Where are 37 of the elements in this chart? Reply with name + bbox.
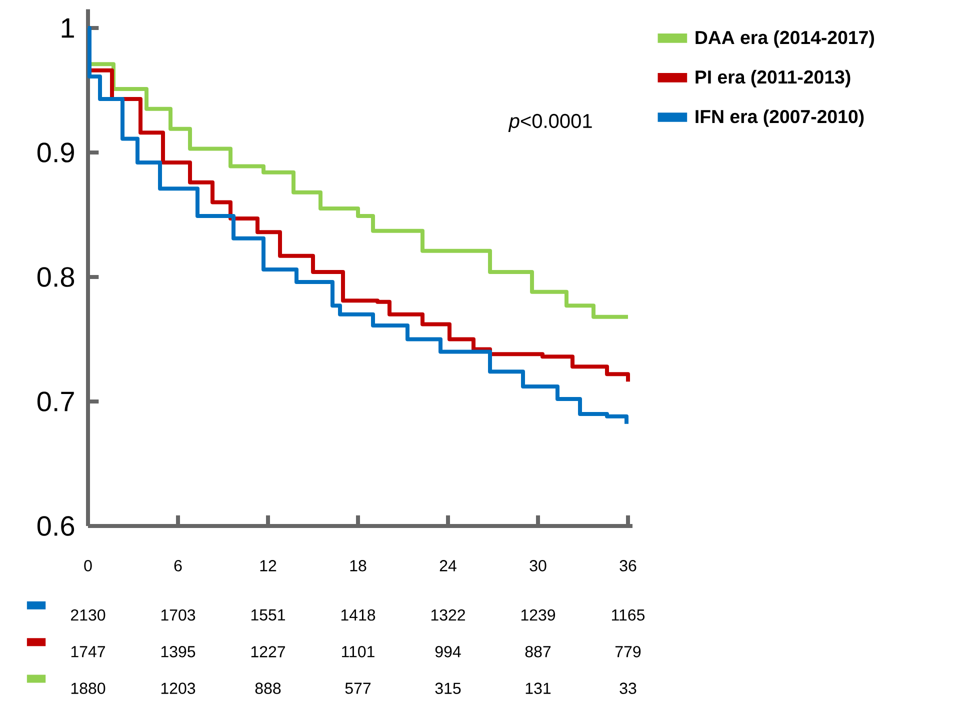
annotation: p<0.0001 (508, 114, 592, 132)
text: 994 (435, 646, 461, 658)
text: 1418 (341, 609, 376, 621)
text: 1395 (161, 646, 196, 658)
x-tick-label: 30 (530, 560, 546, 572)
text: 1203 (161, 682, 196, 694)
x-tick-label: 36 (620, 560, 636, 572)
y-tick-label: 1 (62, 18, 74, 38)
text: 1101 (342, 646, 374, 658)
legend-label: PI era (2011-2013) (696, 70, 850, 88)
text: 131 (526, 682, 551, 694)
y-tick-label: 0.9 (37, 142, 74, 162)
legend-label: DAA era (2014-2017) (696, 30, 874, 48)
text: 1703 (161, 609, 196, 621)
text: 1239 (521, 609, 556, 621)
text: 2130 (71, 609, 106, 621)
text: 577 (345, 682, 371, 694)
text: 33 (620, 682, 636, 694)
x-tick-label: 0 (84, 560, 92, 572)
x-tick-label: 18 (350, 560, 366, 572)
text: 779 (615, 646, 641, 658)
text: 888 (255, 682, 281, 694)
text: 315 (435, 682, 461, 694)
x-tick-label: 24 (440, 560, 456, 572)
text: 1227 (251, 646, 285, 658)
text: 1322 (431, 609, 465, 621)
y-tick-label: 0.6 (37, 516, 74, 536)
text: 1880 (71, 682, 106, 694)
text: 1165 (612, 609, 645, 621)
text: 887 (525, 646, 551, 658)
y-tick-label: 0.7 (37, 392, 74, 412)
y-tick-label: 0.8 (37, 267, 74, 287)
x-tick-label: 6 (174, 560, 182, 572)
text: 1747 (71, 646, 105, 658)
legend-label: IFN era (2007-2010) (696, 109, 864, 127)
text: 1551 (251, 609, 286, 621)
x-tick-label: 12 (260, 560, 276, 572)
